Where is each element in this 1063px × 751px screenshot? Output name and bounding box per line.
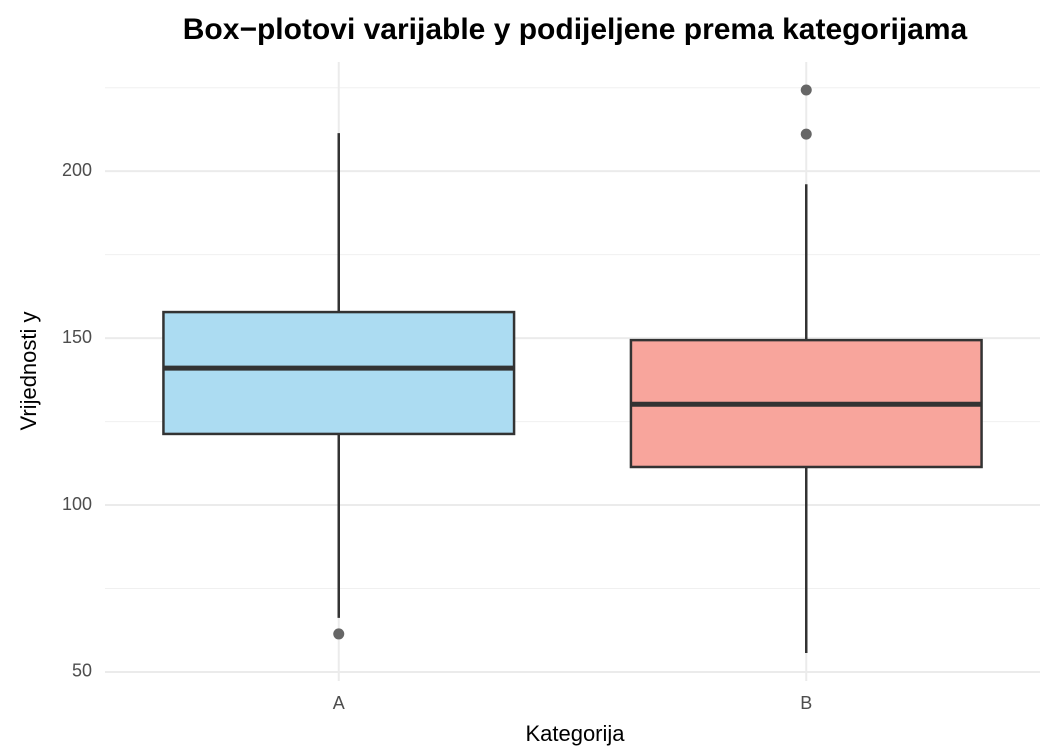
x-axis-label: Kategorija xyxy=(525,721,625,746)
x-tick-label: A xyxy=(333,693,345,713)
outlier xyxy=(333,628,345,640)
y-tick-label: 150 xyxy=(62,327,92,347)
chart-title: Box−plotovi varijable y podijeljene prem… xyxy=(183,13,968,46)
y-tick-label: 100 xyxy=(62,494,92,514)
y-tick-label: 200 xyxy=(62,160,92,180)
x-tick-label: B xyxy=(800,693,812,713)
outlier xyxy=(800,84,812,96)
outlier xyxy=(800,128,812,140)
box xyxy=(162,310,516,436)
y-tick-label: 50 xyxy=(72,661,92,681)
y-axis-label: Vrijednosti y xyxy=(16,311,41,430)
